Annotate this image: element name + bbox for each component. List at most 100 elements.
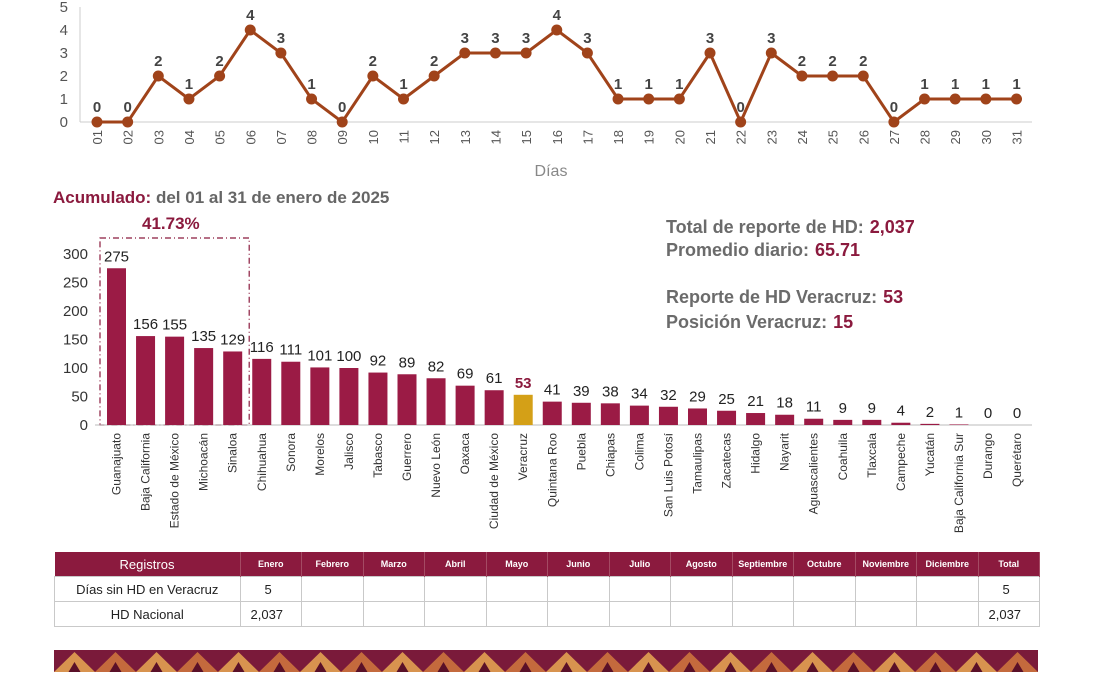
- bar-value-label: 129: [220, 331, 245, 348]
- bar: [833, 419, 853, 425]
- line-point: [888, 116, 900, 128]
- cell-empty: [362, 576, 425, 602]
- bar-category-label: Durango: [981, 433, 995, 479]
- top-group-box: [99, 237, 250, 426]
- line-x-tick-label: 31: [1010, 130, 1025, 144]
- daily-average-value: 65.71: [815, 240, 861, 260]
- line-data-label: 2: [430, 53, 438, 70]
- line-x-tick-label: 23: [764, 130, 779, 144]
- header-month: Total: [978, 552, 1040, 577]
- cell-empty: [916, 601, 979, 627]
- cell-empty: [424, 601, 487, 627]
- line-data-label: 0: [890, 99, 898, 116]
- bar-category-label: Aguascalientes: [807, 433, 821, 514]
- line-y-tick-label: 3: [60, 45, 68, 62]
- bar-value-label: 32: [660, 387, 677, 404]
- daily-series-line: [97, 27, 1017, 126]
- line-x-tick-label: 04: [182, 130, 197, 144]
- line-point: [704, 47, 716, 59]
- line-data-label: 3: [277, 30, 285, 47]
- line-y-tick-label: 0: [60, 114, 68, 131]
- bar-value-label: 1: [955, 404, 963, 421]
- line-point: [612, 93, 624, 105]
- line-point: [643, 93, 655, 105]
- bar: [688, 408, 707, 425]
- line-x-tick-label: 25: [826, 130, 841, 144]
- line-point: [1011, 93, 1022, 105]
- line-point: [306, 93, 318, 105]
- bar: [600, 403, 620, 425]
- line-x-tick-label: 19: [642, 130, 657, 144]
- line-point: [735, 116, 747, 128]
- cell-total: 5: [977, 576, 1040, 602]
- bar: [281, 361, 301, 425]
- cell-empty: [424, 576, 487, 602]
- line-x-tick-label: 27: [887, 130, 902, 144]
- bar: [542, 401, 562, 425]
- line-data-label: 4: [553, 7, 562, 24]
- veracruz-reports-stat: Reporte de HD Veracruz: 53: [666, 287, 903, 308]
- bar-category-label: Estado de México: [168, 433, 182, 529]
- bar-value-label: 38: [602, 383, 619, 400]
- header-month: Enero: [240, 552, 302, 577]
- line-point: [214, 70, 226, 82]
- line-x-axis-label: Días: [535, 163, 568, 180]
- line-point: [275, 47, 287, 59]
- cell-empty: [547, 576, 610, 602]
- bar-category-label: Baja California Sur: [952, 433, 966, 533]
- bar-category-label: Quintana Roo: [545, 433, 559, 507]
- line-point: [581, 47, 593, 59]
- total-reports-label: Total de reporte de HD:: [666, 217, 864, 237]
- bar: [484, 390, 504, 425]
- line-y-tick-label: 5: [60, 0, 68, 16]
- bar-value-label: 11: [806, 399, 822, 416]
- line-x-tick-label: 13: [458, 130, 473, 144]
- line-x-tick-label: 20: [672, 130, 687, 144]
- line-data-label: 4: [246, 7, 255, 24]
- bar-category-label: Baja California: [139, 433, 153, 511]
- line-x-tick-label: 18: [611, 130, 626, 144]
- line-point: [551, 24, 563, 36]
- line-point: [765, 47, 777, 59]
- line-point: [827, 70, 839, 82]
- bar-category-label: Chihuahua: [255, 433, 269, 491]
- bar-category-label: Jalisco: [342, 433, 356, 470]
- bar: [949, 424, 969, 425]
- bar-category-label: Sonora: [284, 433, 298, 472]
- bar: [775, 414, 795, 425]
- line-data-label: 2: [828, 53, 836, 70]
- bar-y-tick-label: 50: [71, 389, 88, 406]
- header-month: Agosto: [670, 552, 733, 577]
- cell-empty: [485, 601, 548, 627]
- bar-category-label: Chiapas: [603, 433, 617, 477]
- cell-empty: [793, 576, 856, 602]
- bar-value-label: 4: [897, 403, 905, 420]
- line-data-label: 1: [185, 76, 193, 93]
- bar-y-tick-label: 0: [80, 417, 88, 434]
- registros-table: Registros Enero Febrero Marzo Abril Mayo Junio…: [54, 552, 1040, 627]
- bar-value-label: 61: [486, 370, 503, 387]
- accumulated-title: Acumulado: del 01 al 31 de enero de 2025: [53, 188, 389, 208]
- line-data-label: 3: [461, 30, 469, 47]
- line-x-tick-label: 05: [213, 130, 228, 144]
- line-point: [367, 70, 379, 82]
- line-data-label: 0: [123, 99, 131, 116]
- line-x-tick-label: 07: [274, 130, 289, 144]
- bar-value-label: 9: [868, 400, 876, 417]
- line-data-label: 1: [645, 76, 653, 93]
- veracruz-reports-value: 53: [883, 287, 904, 307]
- bar-value-label: 29: [689, 388, 706, 405]
- bar: [804, 418, 824, 425]
- bar-value-label: 39: [573, 383, 590, 400]
- line-x-tick-label: 30: [979, 130, 994, 144]
- bar-value-label: 9: [839, 400, 847, 417]
- line-point: [949, 93, 961, 105]
- bar: [368, 372, 388, 425]
- bar-value-label: 156: [133, 316, 158, 333]
- header-month: Abril: [424, 552, 487, 577]
- bar-value-label: 116: [250, 339, 274, 356]
- line-point: [183, 93, 195, 105]
- bar-category-label: Tlaxcala: [865, 433, 879, 478]
- bar-category-label: Nayarit: [778, 432, 792, 471]
